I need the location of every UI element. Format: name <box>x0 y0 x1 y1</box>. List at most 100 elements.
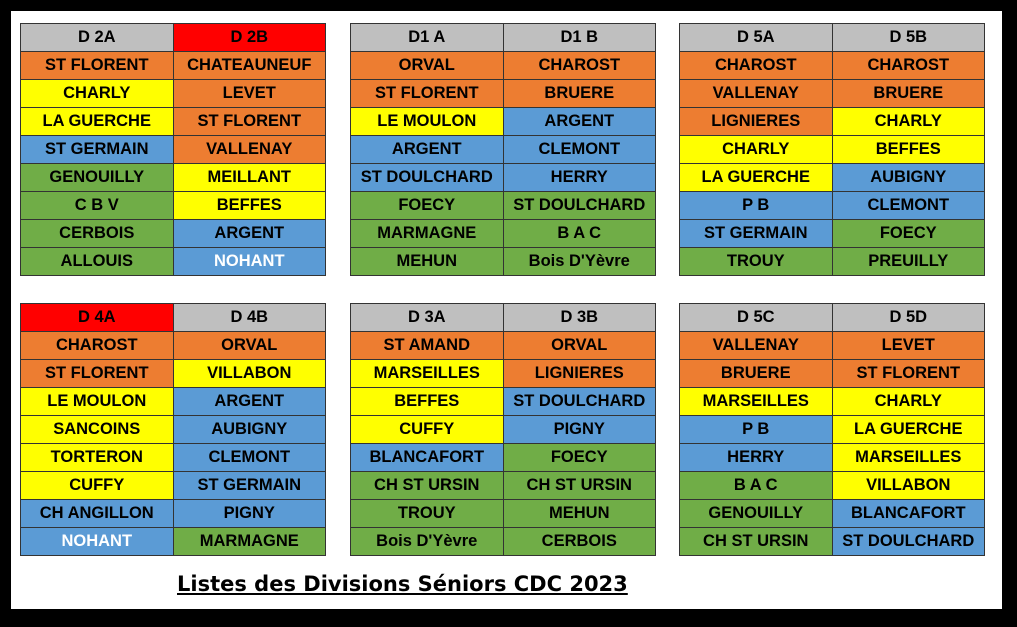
team-cell: ARGENT <box>350 135 504 164</box>
team-cell: Bois D'Yèvre <box>350 527 504 556</box>
division-header: D 5D <box>831 303 985 332</box>
team-cell: CHATEAUNEUF <box>172 51 326 80</box>
team-cell: CH ST URSIN <box>679 527 833 556</box>
team-cell: VALLENAY <box>679 79 833 108</box>
team-cell: FOECY <box>350 191 504 220</box>
team-cell: AUBIGNY <box>172 415 326 444</box>
team-cell: LE MOULON <box>350 107 504 136</box>
team-cell: MARMAGNE <box>172 527 326 556</box>
team-cell: CHAROST <box>831 51 985 80</box>
division-header: D1 A <box>350 23 504 52</box>
team-cell: ST DOULCHARD <box>831 527 985 556</box>
team-cell: CHARLY <box>679 135 833 164</box>
team-cell: CLEMONT <box>502 135 656 164</box>
team-cell: VILLABON <box>172 359 326 388</box>
team-cell: TORTERON <box>20 443 174 472</box>
team-cell: ST GERMAIN <box>172 471 326 500</box>
division-header: D 2B <box>172 23 326 52</box>
division-header: D 2A <box>20 23 174 52</box>
team-cell: BRUERE <box>679 359 833 388</box>
team-cell: ST FLORENT <box>350 79 504 108</box>
team-cell: BEFFES <box>350 387 504 416</box>
team-cell: BLANCAFORT <box>831 499 985 528</box>
team-cell: CH ANGILLON <box>20 499 174 528</box>
team-cell: ST FLORENT <box>20 51 174 80</box>
team-cell: ORVAL <box>172 331 326 360</box>
team-cell: HERRY <box>502 163 656 192</box>
division-header: D 5C <box>679 303 833 332</box>
team-cell: LIGNIERES <box>679 107 833 136</box>
team-cell: CHARLY <box>831 107 985 136</box>
team-cell: CLEMONT <box>172 443 326 472</box>
division-header: D 4B <box>172 303 326 332</box>
team-cell: ORVAL <box>350 51 504 80</box>
team-cell: FOECY <box>502 443 656 472</box>
team-cell: ST DOULCHARD <box>502 387 656 416</box>
team-cell: MARMAGNE <box>350 219 504 248</box>
team-cell: TROUY <box>679 247 833 276</box>
division-header: D 4A <box>20 303 174 332</box>
team-cell: CERBOIS <box>502 527 656 556</box>
team-cell: LA GUERCHE <box>20 107 174 136</box>
team-cell: FOECY <box>831 219 985 248</box>
team-cell: CH ST URSIN <box>502 471 656 500</box>
team-cell: GENOUILLY <box>20 163 174 192</box>
team-cell: P B <box>679 415 833 444</box>
team-cell: ST FLORENT <box>831 359 985 388</box>
team-cell: BEFFES <box>172 191 326 220</box>
division-header: D1 B <box>502 23 656 52</box>
team-cell: CHAROST <box>679 51 833 80</box>
team-cell: LEVET <box>831 331 985 360</box>
division-header: D 3A <box>350 303 504 332</box>
team-cell: ST AMAND <box>350 331 504 360</box>
team-cell: LA GUERCHE <box>831 415 985 444</box>
team-cell: BEFFES <box>831 135 985 164</box>
team-cell: PIGNY <box>172 499 326 528</box>
team-cell: MEILLANT <box>172 163 326 192</box>
team-cell: ST GERMAIN <box>20 135 174 164</box>
team-cell: Bois D'Yèvre <box>502 247 656 276</box>
team-cell: BLANCAFORT <box>350 443 504 472</box>
team-cell: PREUILLY <box>831 247 985 276</box>
team-cell: MEHUN <box>350 247 504 276</box>
team-cell: ST DOULCHARD <box>502 191 656 220</box>
team-cell: ARGENT <box>172 219 326 248</box>
team-cell: LE MOULON <box>20 387 174 416</box>
team-cell: MEHUN <box>502 499 656 528</box>
team-cell: CLEMONT <box>831 191 985 220</box>
division-header: D 5B <box>831 23 985 52</box>
division-header: D 5A <box>679 23 833 52</box>
team-cell: ST DOULCHARD <box>350 163 504 192</box>
team-cell: LA GUERCHE <box>679 163 833 192</box>
team-cell: AUBIGNY <box>831 163 985 192</box>
team-cell: B A C <box>502 219 656 248</box>
team-cell: NOHANT <box>20 527 174 556</box>
team-cell: ST GERMAIN <box>679 219 833 248</box>
team-cell: VALLENAY <box>172 135 326 164</box>
team-cell: P B <box>679 191 833 220</box>
team-cell: VILLABON <box>831 471 985 500</box>
team-cell: GENOUILLY <box>679 499 833 528</box>
team-cell: CHARLY <box>831 387 985 416</box>
team-cell: C B V <box>20 191 174 220</box>
team-cell: CH ST URSIN <box>350 471 504 500</box>
team-cell: CUFFY <box>20 471 174 500</box>
team-cell: NOHANT <box>172 247 326 276</box>
team-cell: BRUERE <box>831 79 985 108</box>
team-cell: ORVAL <box>502 331 656 360</box>
team-cell: CUFFY <box>350 415 504 444</box>
team-cell: ST FLORENT <box>172 107 326 136</box>
team-cell: CHARLY <box>20 79 174 108</box>
team-cell: ARGENT <box>172 387 326 416</box>
team-cell: CERBOIS <box>20 219 174 248</box>
team-cell: B A C <box>679 471 833 500</box>
team-cell: ARGENT <box>502 107 656 136</box>
page-title: Listes des Divisions Séniors CDC 2023 <box>177 572 628 596</box>
team-cell: CHAROST <box>502 51 656 80</box>
team-cell: MARSEILLES <box>679 387 833 416</box>
team-cell: VALLENAY <box>679 331 833 360</box>
team-cell: MARSEILLES <box>831 443 985 472</box>
team-cell: MARSEILLES <box>350 359 504 388</box>
team-cell: LEVET <box>172 79 326 108</box>
